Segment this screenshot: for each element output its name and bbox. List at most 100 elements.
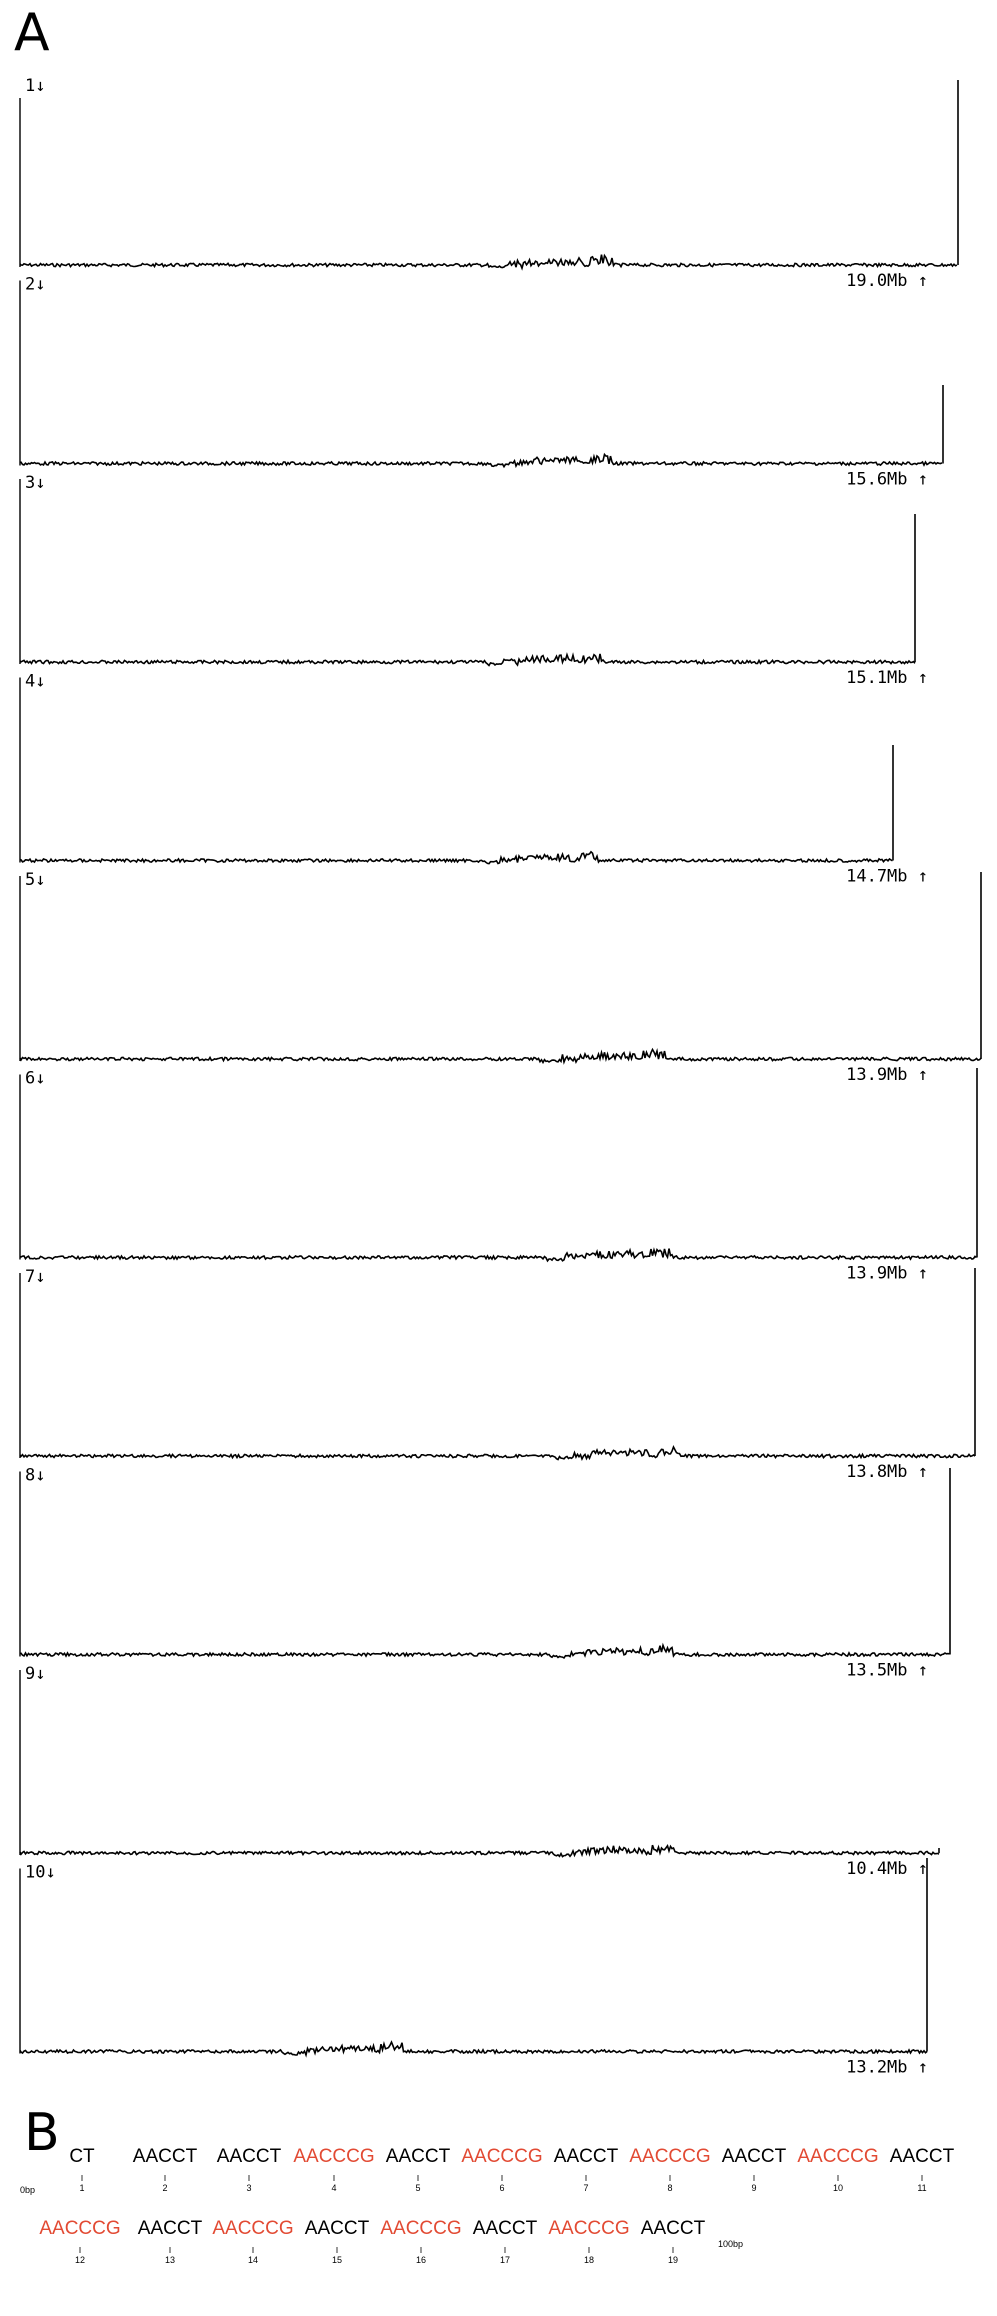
coverage-trace [19, 1642, 950, 1659]
chromosome-track-6: 6↓ 13.9Mb ↑ [19, 1068, 978, 1284]
motif-3: AACCT 3 [217, 2146, 282, 2193]
chromosome-label: 7↓ [25, 1267, 45, 1287]
chromosome-size-label: 13.5Mb ↑ [846, 1661, 928, 1681]
motif-sequence: AACCT [473, 2218, 538, 2239]
chromosome-track-2: 2↓ 15.6Mb ↑ [19, 275, 944, 490]
motif-sequence: AACCT [386, 2146, 451, 2167]
motif-index: 7 [583, 2183, 588, 2193]
chromosome-label: 3↓ [25, 473, 45, 493]
chromosome-label: 2↓ [25, 275, 45, 295]
motif-11: AACCT 11 [890, 2146, 955, 2193]
motif-5: AACCT 5 [386, 2146, 451, 2193]
motif-4: AACCCG 4 [293, 2146, 374, 2193]
motif-index: 14 [248, 2255, 258, 2265]
chromosome-label: 9↓ [25, 1664, 45, 1684]
coverage-trace [19, 253, 958, 271]
motif-index: 12 [75, 2255, 85, 2265]
motif-index: 2 [162, 2183, 167, 2193]
motif-index: 4 [331, 2183, 336, 2193]
chromosome-track-8: 8↓ 13.5Mb ↑ [19, 1466, 951, 1681]
motif-index: 9 [751, 2183, 756, 2193]
motif-sequence: AACCCG [797, 2146, 878, 2167]
coverage-trace [19, 1843, 940, 1858]
chromosome-label: 10↓ [25, 1863, 56, 1883]
chromosome-track-10: 10↓ 13.2Mb ↑ [19, 1858, 928, 2078]
chromosome-track-1: 1↓ 19.0Mb ↑ [19, 76, 959, 291]
motif-sequence: AACCT [217, 2146, 282, 2167]
motif-sequence: AACCT [133, 2146, 198, 2167]
chromosome-label: 4↓ [25, 672, 45, 692]
motif-9: AACCT 9 [722, 2146, 787, 2193]
chromosome-size-label: 13.9Mb ↑ [846, 1264, 928, 1284]
motif-index: 13 [165, 2255, 175, 2265]
chromosome-track-4: 4↓ 14.7Mb ↑ [19, 672, 928, 887]
motif-index: 16 [416, 2255, 426, 2265]
panel-a-letter: A [14, 3, 50, 63]
motif-19: AACCT 19 [641, 2218, 706, 2265]
motif-10: AACCCG 10 [797, 2146, 878, 2193]
motif-8: AACCCG 8 [629, 2146, 710, 2193]
motif-7: AACCT 7 [554, 2146, 619, 2193]
motif-sequence: AACCCG [39, 2218, 120, 2239]
motif-index: 3 [246, 2183, 251, 2193]
chromosome-label: 5↓ [25, 870, 45, 890]
motif-sequence: AACCCG [380, 2218, 461, 2239]
motif-index: 8 [667, 2183, 672, 2193]
coverage-trace [19, 2040, 928, 2058]
motif-index: 10 [833, 2183, 843, 2193]
motif-15: AACCT 15 [305, 2218, 370, 2265]
motif-sequence: AACCT [722, 2146, 787, 2167]
motif-17: AACCT 17 [473, 2218, 538, 2265]
panel-a-tracks: 1↓ 19.0Mb ↑ 2↓ 15.6Mb ↑ 3↓ 15.1Mb ↑ 4↓ 14.7Mb ↑… [19, 76, 982, 2078]
motif-16: AACCCG 16 [380, 2218, 461, 2265]
end-bp-label: 100bp [718, 2239, 743, 2249]
chromosome-size-label: 15.1Mb ↑ [846, 668, 928, 688]
chromosome-track-9: 9↓ 10.4Mb ↑ [19, 1664, 940, 1879]
chromosome-label: 1↓ [25, 76, 45, 96]
motif-13: AACCT 13 [138, 2218, 203, 2265]
motif-sequence: CT [69, 2146, 95, 2167]
motif-sequence: AACCT [305, 2218, 370, 2239]
motif-sequence: AACCT [641, 2218, 706, 2239]
panel-b-motifs: 0bp100bpCT1AACCT2AACCT3AACCCG4AACCT5AACC… [20, 2146, 955, 2265]
motif-sequence: AACCT [554, 2146, 619, 2167]
motif-1: CT 1 [69, 2146, 95, 2193]
chromosome-track-7: 7↓ 13.8Mb ↑ [19, 1267, 976, 1482]
chromosome-track-5: 5↓ 13.9Mb ↑ [19, 870, 982, 1085]
motif-14: AACCCG 14 [212, 2218, 293, 2265]
motif-sequence: AACCCG [212, 2218, 293, 2239]
coverage-trace [19, 452, 943, 469]
motif-sequence: AACCT [138, 2218, 203, 2239]
motif-index: 1 [79, 2183, 84, 2193]
motif-sequence: AACCCG [629, 2146, 710, 2167]
coverage-trace [19, 1247, 977, 1263]
motif-index: 19 [668, 2255, 678, 2265]
motif-6: AACCCG 6 [461, 2146, 542, 2193]
chromosome-size-label: 13.8Mb ↑ [846, 1462, 928, 1482]
coverage-trace [19, 850, 893, 865]
motif-2: AACCT 2 [133, 2146, 198, 2193]
chromosome-track-3: 3↓ 15.1Mb ↑ [19, 473, 928, 688]
chromosome-size-label: 10.4Mb ↑ [846, 1859, 928, 1879]
motif-index: 5 [415, 2183, 420, 2193]
motif-12: AACCCG 12 [39, 2218, 120, 2265]
coverage-trace [19, 1444, 976, 1462]
chromosome-size-label: 13.9Mb ↑ [846, 1065, 928, 1085]
chromosome-size-label: 13.2Mb ↑ [846, 2058, 928, 2078]
chromosome-size-label: 19.0Mb ↑ [846, 271, 928, 291]
motif-sequence: AACCCG [548, 2218, 629, 2239]
motif-18: AACCCG 18 [548, 2218, 629, 2265]
start-bp-label: 0bp [20, 2185, 35, 2195]
motif-sequence: AACCCG [293, 2146, 374, 2167]
motif-index: 11 [917, 2183, 926, 2193]
chromosome-label: 6↓ [25, 1069, 45, 1089]
motif-sequence: AACCCG [461, 2146, 542, 2167]
motif-sequence: AACCT [890, 2146, 955, 2167]
motif-index: 17 [500, 2255, 510, 2265]
motif-index: 18 [584, 2255, 594, 2265]
chromosome-size-label: 14.7Mb ↑ [846, 867, 928, 887]
coverage-trace [19, 1047, 982, 1065]
panel-b-letter: B [24, 2103, 60, 2163]
coverage-trace [19, 652, 916, 667]
